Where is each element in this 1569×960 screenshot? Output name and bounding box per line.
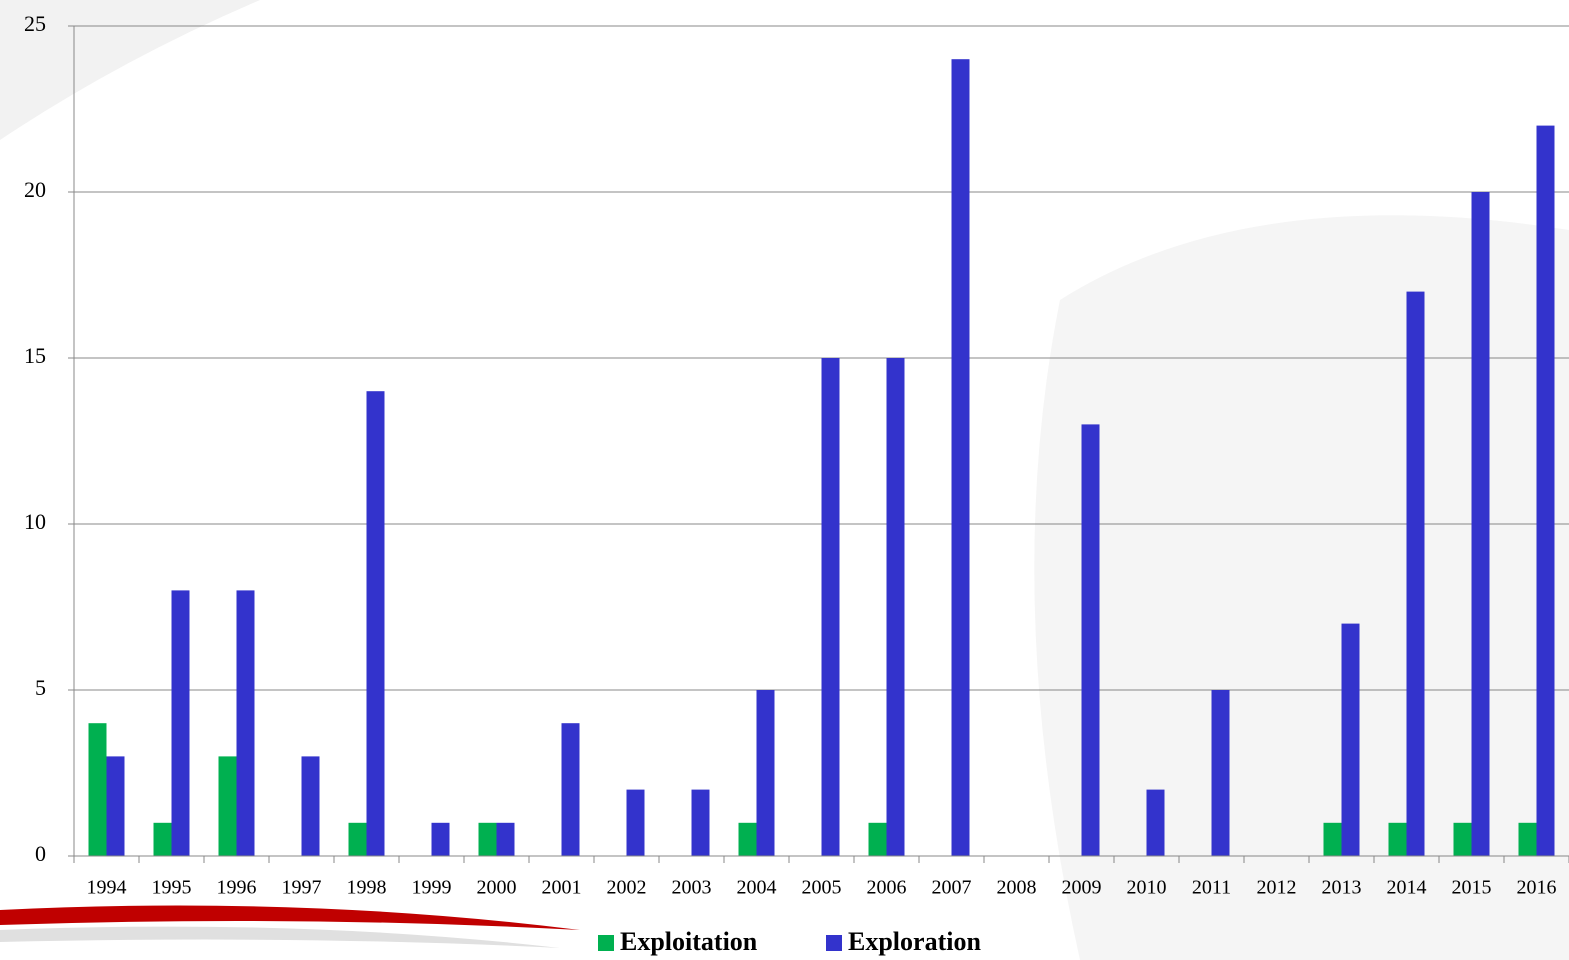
bar xyxy=(171,590,190,856)
x-tick-label: 2010 xyxy=(1127,877,1167,899)
x-tick-label: 2006 xyxy=(867,877,907,899)
bar xyxy=(1323,822,1342,856)
bar xyxy=(496,822,515,856)
bar xyxy=(1146,789,1165,856)
bar xyxy=(626,789,645,856)
bar xyxy=(868,822,887,856)
bar xyxy=(106,756,125,856)
bar xyxy=(301,756,320,856)
x-tick-label: 2007 xyxy=(932,877,972,899)
y-tick-label: 20 xyxy=(24,177,46,202)
legend-swatch xyxy=(826,935,842,951)
bar xyxy=(738,822,757,856)
y-tick-label: 10 xyxy=(24,509,46,534)
x-tick-label: 1999 xyxy=(412,877,452,899)
legend-label: Exploration xyxy=(848,927,981,956)
swoosh xyxy=(1034,215,1569,960)
bar xyxy=(561,723,580,856)
x-tick-label: 2005 xyxy=(802,877,842,899)
bar xyxy=(1453,822,1472,856)
bar xyxy=(88,723,107,856)
bar xyxy=(951,59,970,856)
bar xyxy=(218,756,237,856)
legend-label: Exploitation xyxy=(620,927,758,956)
x-tick-label: 2004 xyxy=(737,877,777,899)
x-tick-label: 2014 xyxy=(1387,877,1427,899)
x-tick-label: 1996 xyxy=(217,877,257,899)
bar xyxy=(886,358,905,856)
bar xyxy=(756,690,775,856)
bar xyxy=(1518,822,1537,856)
bar xyxy=(691,789,710,856)
y-tick-label: 15 xyxy=(24,343,46,368)
bar xyxy=(1081,424,1100,856)
bar xyxy=(1211,690,1230,856)
x-tick-label: 2009 xyxy=(1062,877,1102,899)
swoosh xyxy=(0,0,260,140)
x-tick-label: 2015 xyxy=(1452,877,1492,899)
x-tick-label: 2001 xyxy=(542,877,582,899)
x-tick-label: 1994 xyxy=(87,877,127,899)
x-tick-label: 2003 xyxy=(672,877,712,899)
bar xyxy=(1406,291,1425,857)
x-tick-label: 2011 xyxy=(1192,877,1231,899)
bar xyxy=(431,822,450,856)
x-tick-label: 2016 xyxy=(1517,877,1557,899)
x-tick-label: 2000 xyxy=(477,877,517,899)
bar xyxy=(821,358,840,856)
y-tick-label: 5 xyxy=(35,675,46,700)
x-tick-label: 1997 xyxy=(282,877,322,899)
x-tick-label: 2008 xyxy=(997,877,1037,899)
bar xyxy=(1388,822,1407,856)
x-tick-label: 1998 xyxy=(347,877,387,899)
x-tick-label: 2013 xyxy=(1322,877,1362,899)
x-tick-label: 2002 xyxy=(607,877,647,899)
stripe xyxy=(0,905,580,930)
y-tick-label: 0 xyxy=(35,841,46,866)
y-tick-label: 25 xyxy=(24,11,46,36)
bar xyxy=(1471,192,1490,856)
bar xyxy=(236,590,255,856)
bar xyxy=(153,822,172,856)
bar xyxy=(478,822,497,856)
bar xyxy=(1536,125,1555,857)
x-tick-label: 1995 xyxy=(152,877,192,899)
x-tick-label: 2012 xyxy=(1257,877,1297,899)
bar xyxy=(1341,623,1360,856)
bar xyxy=(348,822,367,856)
plot: 0 5 10 15 20 25 1994 1995 1996 1997 1998 1999 2000 20… xyxy=(24,11,1569,956)
bar xyxy=(366,391,385,856)
legend-swatch xyxy=(598,935,614,951)
stripe xyxy=(0,926,560,948)
